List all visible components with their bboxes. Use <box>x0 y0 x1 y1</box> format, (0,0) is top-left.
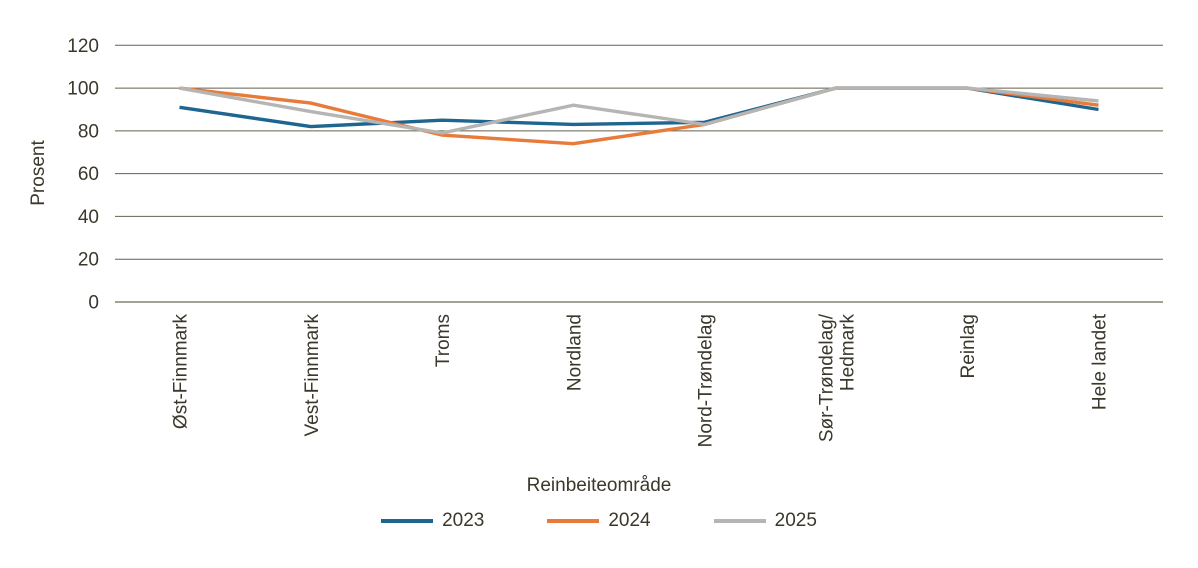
y-axis-title: Prosent <box>28 140 49 206</box>
x-category-label: Reinlag <box>958 314 979 378</box>
legend-swatch-2023 <box>381 518 434 523</box>
x-category-label: Øst-Finnmark <box>171 314 192 430</box>
x-category-label: Hele landet <box>1090 313 1111 410</box>
y-tick-label: 40 <box>78 207 99 228</box>
x-category-label: Vest-Finnmark <box>302 314 323 437</box>
x-category-label: Nordland <box>564 314 585 391</box>
y-tick-label: 80 <box>78 121 99 142</box>
x-category-label: Troms <box>433 314 454 367</box>
legend: 2023 2024 2025 <box>0 511 1198 530</box>
y-tick-label: 60 <box>78 164 99 185</box>
legend-swatch-2025 <box>713 518 766 523</box>
series-line-2023 <box>179 86 1099 129</box>
y-tick-label: 0 <box>88 293 99 314</box>
y-tick-label: 120 <box>67 36 99 57</box>
series-line-2025 <box>179 86 1099 135</box>
x-category-label: Hedmark <box>837 314 858 392</box>
legend-item-2025: 2025 <box>713 510 817 531</box>
legend-label-2023: 2023 <box>442 510 485 531</box>
legend-label-2024: 2024 <box>608 510 651 531</box>
x-category-label: Nord-Trøndelag <box>696 314 717 447</box>
line-chart-plot: 0 20 40 60 80 100 120 Prosent Øst-Finnmark Vest-F… <box>28 36 1163 447</box>
legend-label-2025: 2025 <box>774 510 817 531</box>
x-category-label: Sør-Trøndelag/ <box>816 313 837 442</box>
y-tick-label: 100 <box>67 79 99 100</box>
legend-item-2023: 2023 <box>381 511 484 530</box>
legend-item-2024: 2024 <box>547 510 651 531</box>
y-tick-label: 20 <box>78 250 99 271</box>
x-axis-title: Reinbeiteområde <box>526 475 672 496</box>
legend-swatch-2024 <box>547 518 600 523</box>
